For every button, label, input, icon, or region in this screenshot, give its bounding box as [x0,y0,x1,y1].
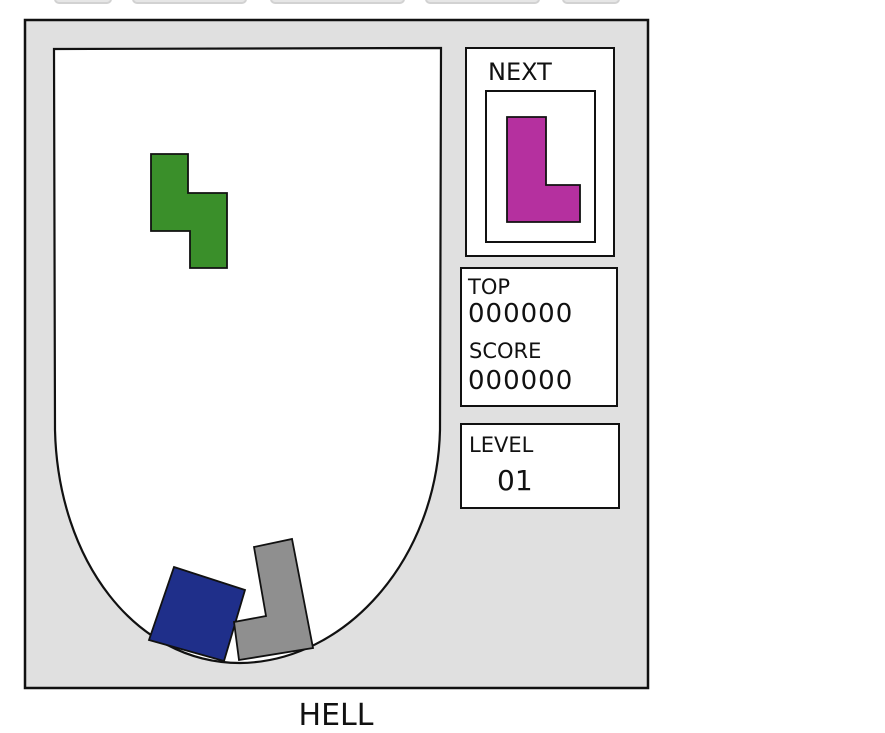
top-tab-3 [270,0,405,4]
comic-caption: HELL [299,698,374,733]
top-tab-4 [425,0,540,4]
top-value: 000000 [468,299,573,329]
top-tab-1 [54,0,112,4]
score-box [460,267,618,407]
top-label: TOP [467,275,510,299]
next-l-piece [506,116,581,223]
falling-s-piece [150,153,228,269]
score-label: SCORE [469,339,541,363]
level-box [460,423,620,509]
gray-l-piece [232,537,315,662]
blue-o-piece [147,565,247,663]
next-label: NEXT [488,58,552,86]
top-tab-2 [132,0,247,4]
score-value: 000000 [468,366,573,396]
level-label: LEVEL [469,433,534,457]
top-tab-5 [562,0,620,4]
top-tabs [0,0,885,6]
playfield-pit [52,46,443,665]
level-value: 01 [497,464,533,497]
